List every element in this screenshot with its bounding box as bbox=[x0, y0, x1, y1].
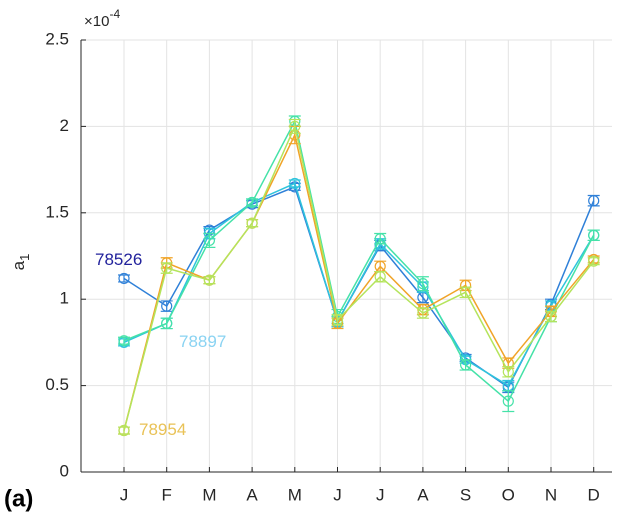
marker bbox=[203, 234, 215, 247]
marker bbox=[588, 229, 600, 241]
marker bbox=[502, 366, 514, 378]
x-tick-label: J bbox=[333, 485, 342, 504]
marker bbox=[588, 195, 600, 207]
x-tick-label: A bbox=[246, 485, 258, 504]
marker bbox=[289, 177, 301, 190]
x-tick-label: J bbox=[376, 485, 385, 504]
series-line bbox=[123, 182, 595, 387]
series-label: 78897 bbox=[179, 332, 226, 351]
y-tick-label: 2.5 bbox=[45, 29, 69, 48]
marker bbox=[374, 233, 386, 245]
marker bbox=[118, 424, 130, 437]
x-tick-label: O bbox=[502, 485, 515, 504]
y-axis-label: a1 bbox=[9, 254, 32, 271]
y-tick-label: 2 bbox=[60, 116, 69, 135]
y-tick-label: 0.5 bbox=[45, 375, 69, 394]
marker bbox=[161, 300, 173, 312]
marker bbox=[203, 274, 215, 286]
series-line bbox=[123, 119, 595, 403]
marker bbox=[246, 196, 258, 209]
x-tick-label: N bbox=[545, 485, 557, 504]
marker bbox=[331, 314, 344, 326]
marker bbox=[417, 307, 429, 319]
series-line bbox=[123, 124, 595, 431]
x-tick-label: J bbox=[120, 485, 129, 504]
error-bar bbox=[502, 390, 515, 413]
series-label: 78526 bbox=[95, 250, 142, 269]
marker bbox=[545, 310, 557, 323]
marker bbox=[460, 359, 472, 371]
y-tick-label: 1 bbox=[60, 289, 69, 308]
marker bbox=[374, 271, 386, 283]
series-line bbox=[123, 132, 595, 431]
x-tick-label: D bbox=[588, 485, 600, 504]
marker bbox=[161, 317, 173, 329]
marker bbox=[417, 278, 429, 290]
y-tick-label: 0 bbox=[60, 461, 69, 480]
x-tick-label: F bbox=[162, 485, 172, 504]
x-tick-label: M bbox=[288, 485, 302, 504]
marker bbox=[460, 286, 472, 298]
marker bbox=[246, 217, 258, 229]
marker bbox=[161, 262, 173, 274]
y-exponent: ×10-4 bbox=[84, 7, 120, 30]
y-tick-label: 1.5 bbox=[45, 202, 69, 221]
marker bbox=[289, 120, 301, 133]
series-label: 78954 bbox=[139, 420, 186, 439]
marker bbox=[118, 335, 130, 347]
marker bbox=[118, 272, 130, 285]
marker bbox=[502, 395, 514, 407]
panel-label: (a) bbox=[4, 485, 33, 512]
x-tick-label: S bbox=[460, 485, 471, 504]
x-tick-label: M bbox=[202, 485, 216, 504]
marker bbox=[588, 255, 600, 267]
x-tick-label: A bbox=[417, 485, 429, 504]
